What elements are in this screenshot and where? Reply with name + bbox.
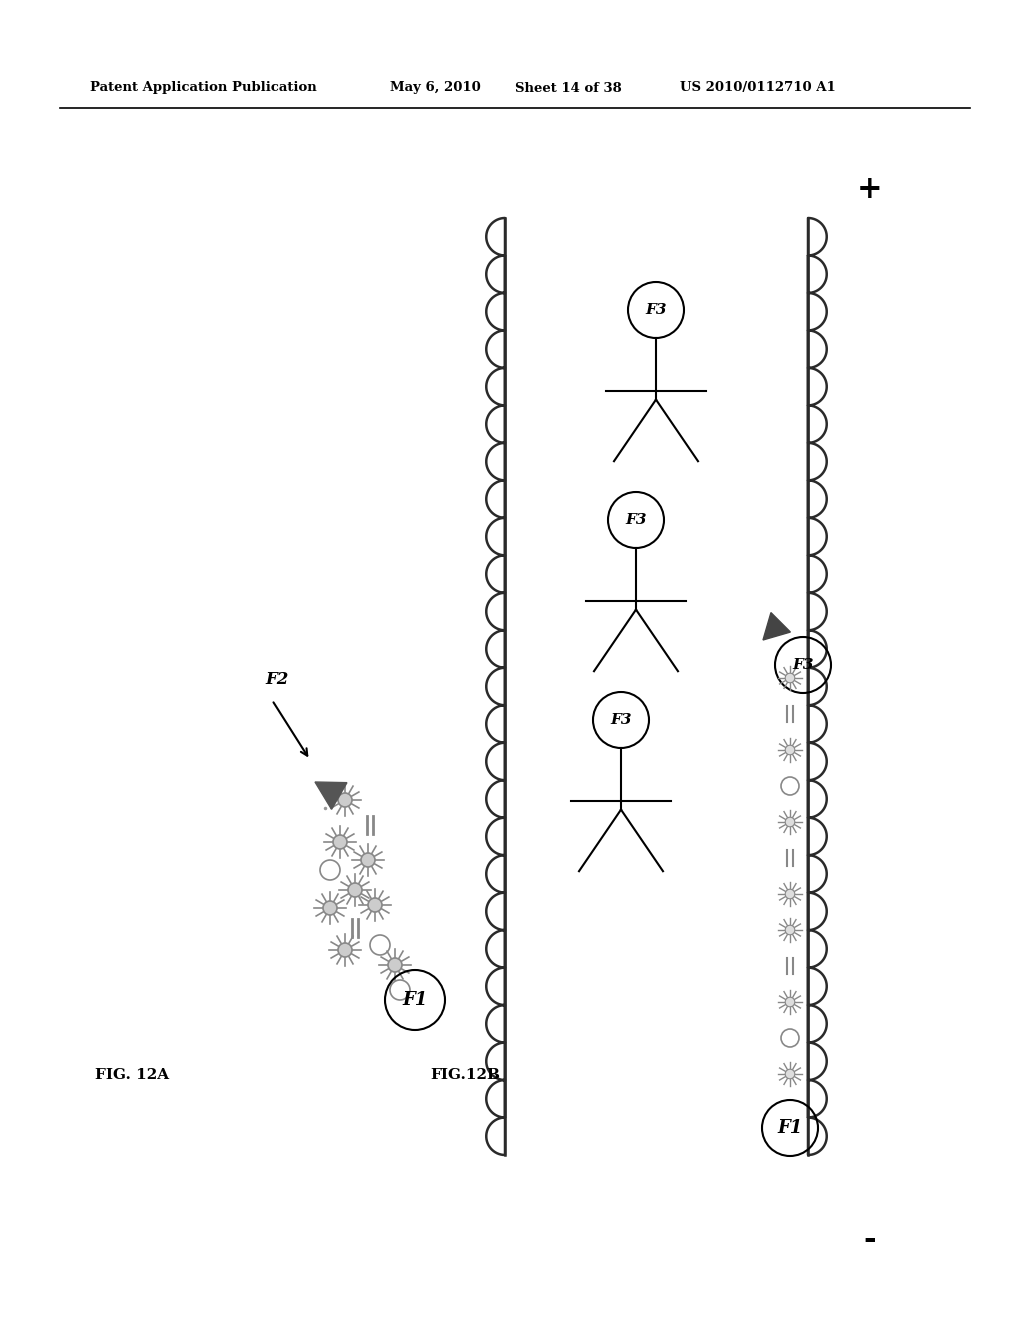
- Text: F3: F3: [610, 713, 632, 727]
- Circle shape: [785, 746, 795, 755]
- Circle shape: [390, 979, 410, 1001]
- Circle shape: [785, 673, 795, 682]
- Text: May 6, 2010: May 6, 2010: [390, 82, 480, 95]
- Circle shape: [785, 1069, 795, 1078]
- Circle shape: [785, 890, 795, 899]
- Circle shape: [361, 853, 375, 867]
- Text: FIG.12B: FIG.12B: [430, 1068, 500, 1082]
- Text: F3: F3: [793, 657, 814, 672]
- Text: F3: F3: [626, 513, 647, 527]
- Circle shape: [368, 898, 382, 912]
- Circle shape: [338, 942, 352, 957]
- Circle shape: [388, 958, 402, 972]
- Text: Patent Application Publication: Patent Application Publication: [90, 82, 316, 95]
- Text: F1: F1: [777, 1119, 803, 1137]
- Circle shape: [323, 902, 337, 915]
- Text: Sheet 14 of 38: Sheet 14 of 38: [515, 82, 622, 95]
- Circle shape: [785, 817, 795, 826]
- Circle shape: [370, 935, 390, 954]
- Text: F2: F2: [265, 672, 289, 689]
- Text: F3: F3: [645, 304, 667, 317]
- Polygon shape: [315, 781, 347, 809]
- Circle shape: [781, 777, 799, 795]
- Text: US 2010/0112710 A1: US 2010/0112710 A1: [680, 82, 836, 95]
- Circle shape: [781, 1030, 799, 1047]
- Circle shape: [333, 836, 347, 849]
- Text: F1: F1: [402, 991, 428, 1008]
- Text: FIG. 12A: FIG. 12A: [95, 1068, 169, 1082]
- Text: -: -: [863, 1225, 877, 1255]
- Text: +: +: [857, 174, 883, 206]
- Circle shape: [785, 925, 795, 935]
- Circle shape: [338, 793, 352, 807]
- Circle shape: [319, 861, 340, 880]
- Polygon shape: [763, 612, 791, 640]
- Circle shape: [785, 997, 795, 1007]
- Circle shape: [348, 883, 362, 898]
